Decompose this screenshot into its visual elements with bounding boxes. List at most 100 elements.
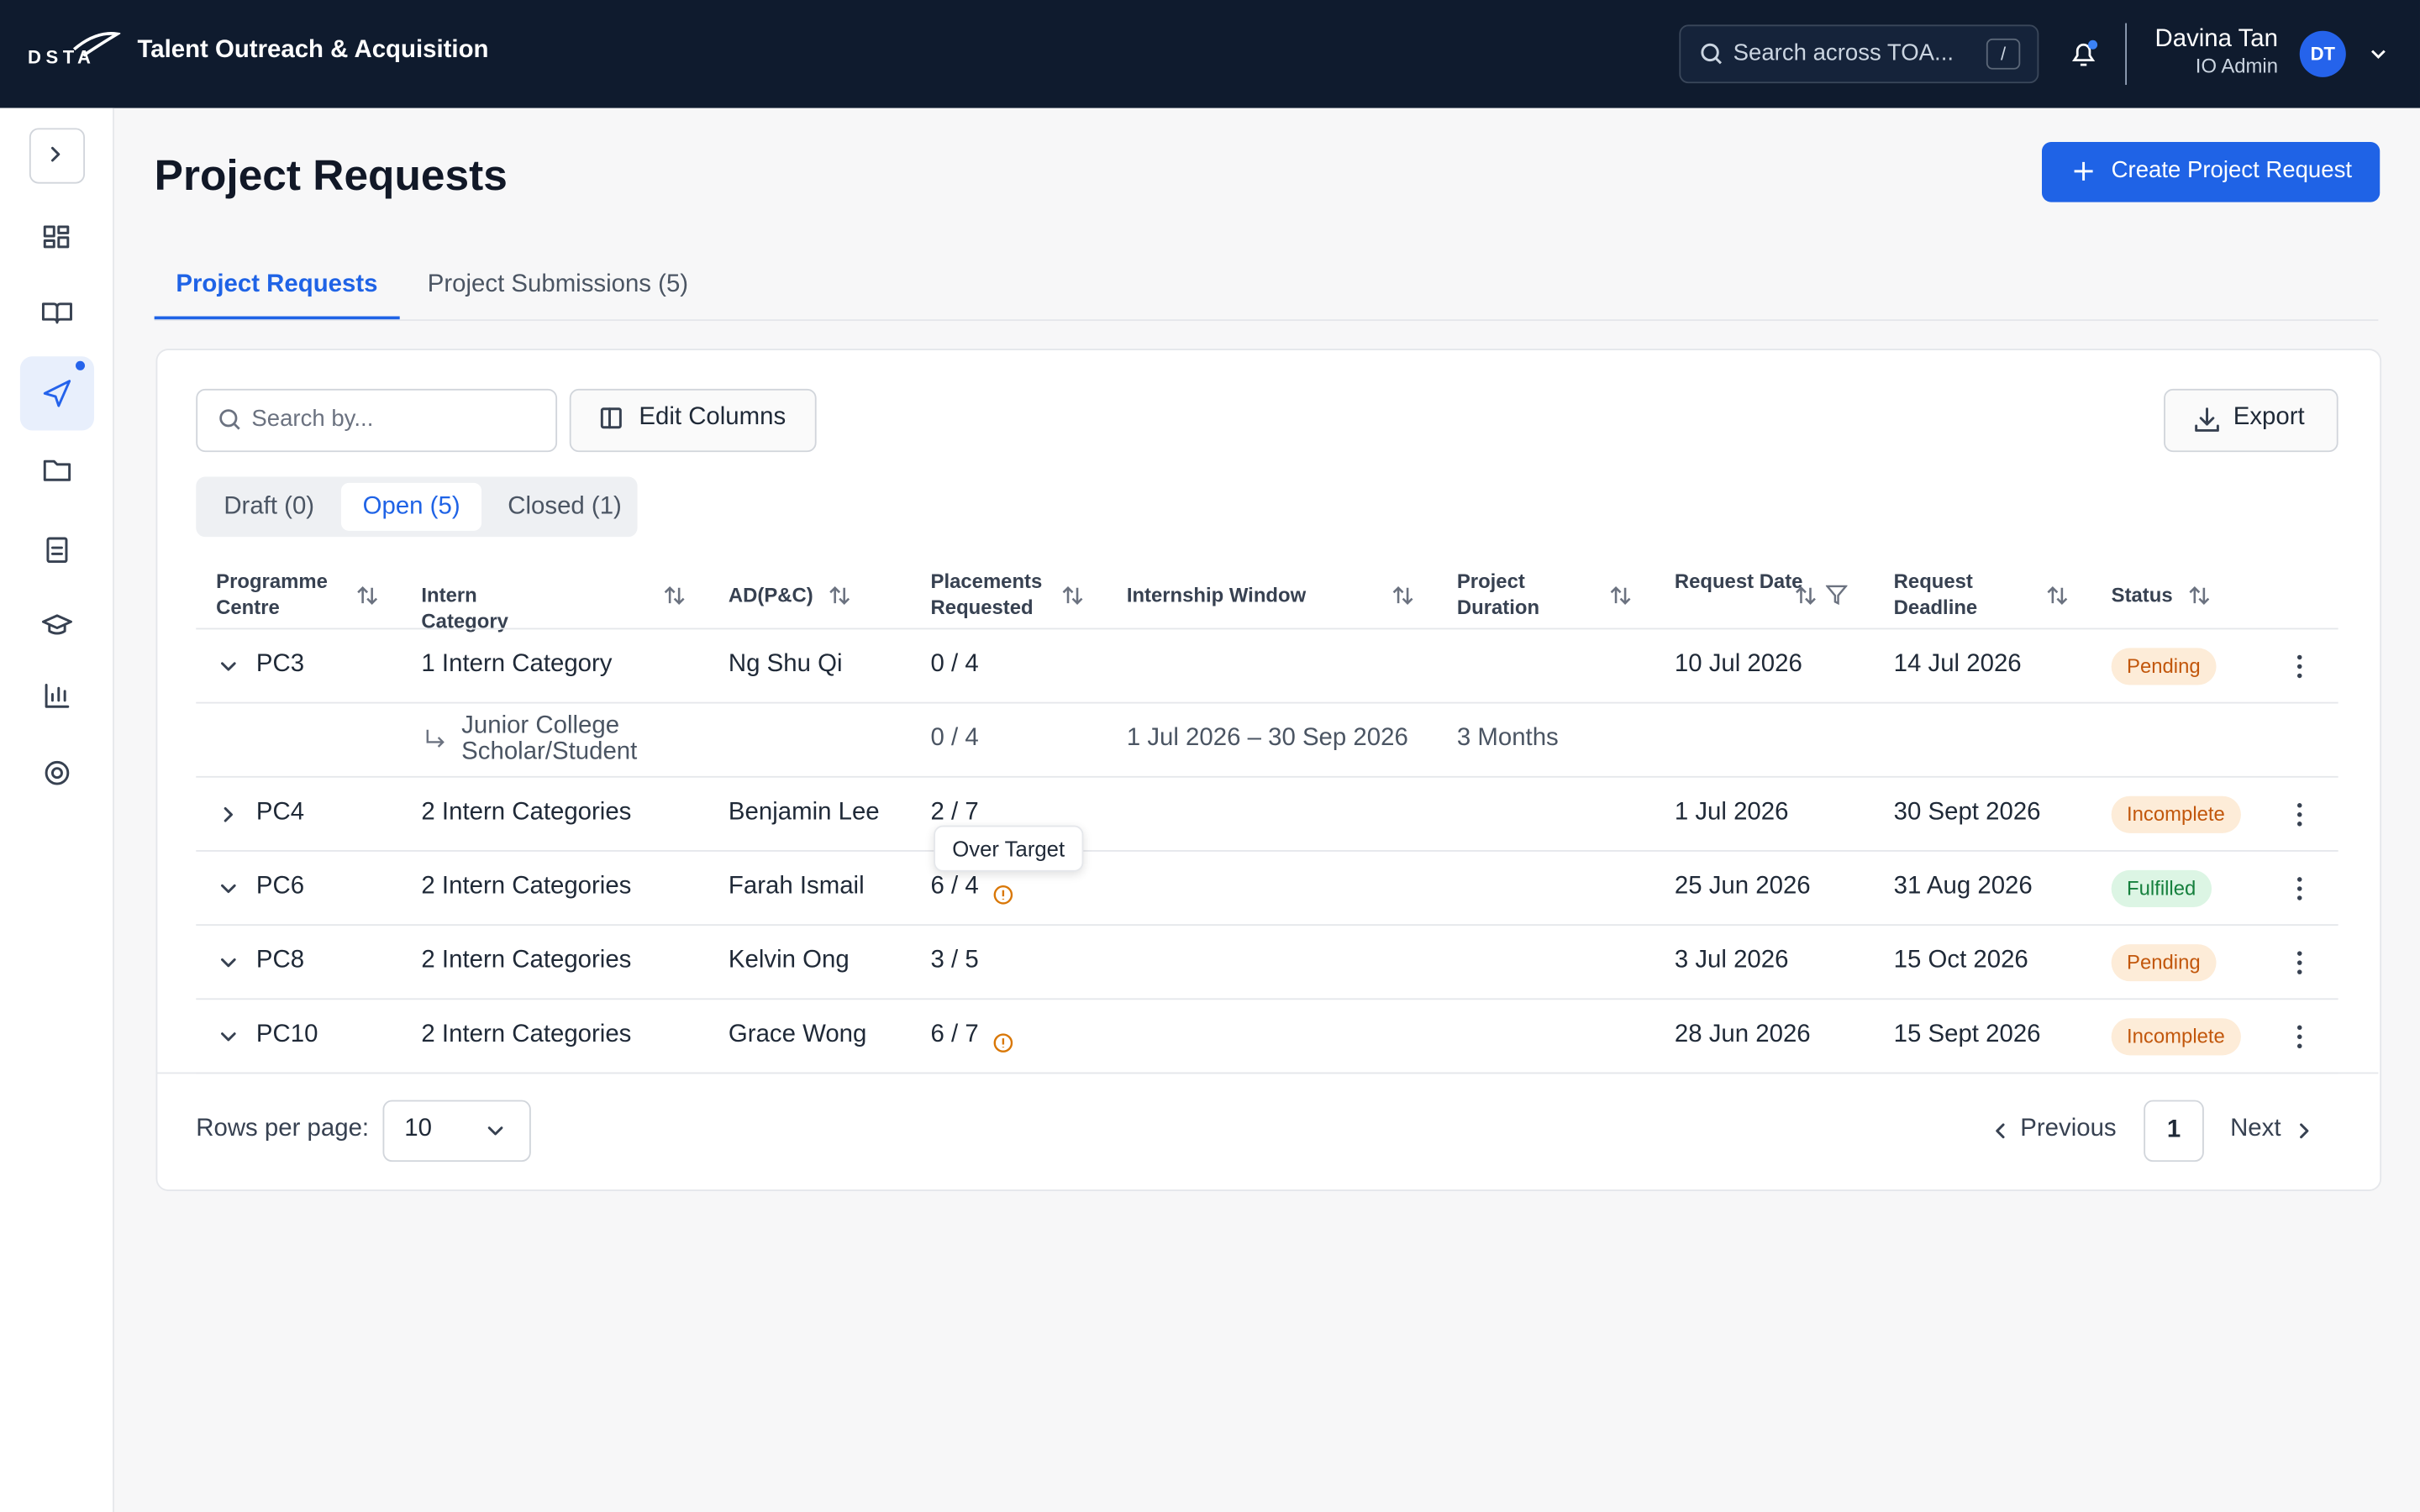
cell: 6 / 4 xyxy=(930,873,979,900)
header-rule xyxy=(196,627,2338,630)
tab[interactable]: Project Submissions (5) xyxy=(427,271,689,298)
column-header[interactable]: AD(P&C) xyxy=(728,583,813,606)
user-menu[interactable] xyxy=(2369,45,2387,63)
row-menu xyxy=(2296,654,2302,679)
cell: 15 Sept 2026 xyxy=(1893,1021,2041,1048)
sort-icon xyxy=(1392,585,1413,605)
app-title: Talent Outreach & Acquisition xyxy=(137,37,489,64)
status-badge: Pending xyxy=(2111,648,2217,685)
cell: 15 Oct 2026 xyxy=(1893,947,2028,974)
expand-chevron xyxy=(221,662,236,671)
logo: DSTA xyxy=(28,46,96,68)
column-header[interactable]: Project Duration xyxy=(1456,569,1540,619)
next-button[interactable]: Next xyxy=(2230,1115,2281,1142)
cell: 2 Intern Categories xyxy=(421,873,632,900)
cell: Benjamin Lee xyxy=(728,799,880,826)
column-header[interactable]: Internship Window xyxy=(1126,583,1307,606)
bell[interactable] xyxy=(2068,39,2099,70)
user-name: Davina Tan xyxy=(2154,26,2279,53)
cell: 6 / 7 xyxy=(930,1021,979,1048)
sort-icon xyxy=(1062,585,1083,605)
logo-mark xyxy=(72,32,121,57)
search-icon xyxy=(219,409,240,430)
export-button[interactable] xyxy=(2164,388,2338,453)
divider xyxy=(2125,23,2128,86)
rows-per-page-select[interactable] xyxy=(382,1100,531,1163)
column-header[interactable]: Request Date xyxy=(1674,569,1803,593)
cell: Farah Ismail xyxy=(728,873,865,900)
status-badge: Pending xyxy=(2111,944,2217,982)
rows-per-page-label: Rows per page: xyxy=(196,1115,370,1142)
page-button[interactable]: 1 xyxy=(2144,1100,2204,1163)
cell: 0 / 4 xyxy=(930,651,979,678)
sort-icon xyxy=(2047,585,2068,605)
expand-chevron xyxy=(221,884,236,894)
tab-rule xyxy=(154,319,2379,322)
column-header[interactable]: Intern Category xyxy=(421,583,508,633)
expand-chevron xyxy=(221,1032,236,1042)
row-menu xyxy=(2296,803,2302,827)
cell: 3 Jul 2026 xyxy=(1674,947,1789,974)
shortcut: / xyxy=(1986,38,2021,70)
cell: 30 Sept 2026 xyxy=(1893,799,2041,826)
sub-arrow xyxy=(426,729,445,748)
cell: 1 Jul 2026 – 30 Sep 2026 xyxy=(1126,725,1408,752)
column-header[interactable]: Status xyxy=(2111,583,2173,606)
cell: 0 / 4 xyxy=(930,725,979,752)
page-title: Project Requests xyxy=(154,150,508,199)
cell: 10 Jul 2026 xyxy=(1674,651,1802,678)
sort-icon xyxy=(664,585,685,605)
cell: 25 Jun 2026 xyxy=(1674,873,1811,900)
expand-chevron xyxy=(224,806,233,822)
columns-icon xyxy=(600,407,622,429)
row-rule xyxy=(196,1072,2338,1074)
column-header[interactable]: Request Deadline xyxy=(1893,569,1978,619)
expand-chevron xyxy=(221,958,236,968)
filter-chip[interactable]: Draft (0) xyxy=(224,493,315,520)
create-button-label: Create Project Request xyxy=(2111,157,2353,184)
cell: PC4 xyxy=(255,799,305,826)
table-card xyxy=(155,349,2382,1191)
global-search[interactable] xyxy=(1679,24,2039,84)
avatar[interactable]: DT xyxy=(2299,30,2346,77)
create-button[interactable] xyxy=(2041,141,2381,202)
cell: PC3 xyxy=(255,651,305,678)
cell: 2 Intern Categories xyxy=(421,1021,632,1048)
sort-icon xyxy=(829,585,850,605)
sidebar xyxy=(0,108,114,1512)
cell: PC10 xyxy=(255,1021,318,1048)
cell: 2 Intern Categories xyxy=(421,799,632,826)
filter-chip[interactable]: Closed (1) xyxy=(508,493,622,520)
sort-icon xyxy=(357,585,378,605)
sort-icon xyxy=(2189,585,2210,605)
nav-icons[interactable] xyxy=(40,222,74,793)
row-menu xyxy=(2296,877,2302,900)
column-header[interactable]: Placements Requested xyxy=(930,569,1043,619)
table-search[interactable] xyxy=(196,388,558,453)
filter-chip[interactable]: Open (5) xyxy=(340,482,482,531)
column-header[interactable]: Programme Centre xyxy=(216,569,328,619)
warning-icon xyxy=(993,1033,1013,1053)
cell: Junior College Scholar/Student xyxy=(461,712,638,766)
status-badge: Incomplete xyxy=(2111,1018,2241,1056)
previous-button[interactable]: Previous xyxy=(2020,1115,2117,1142)
cell: 28 Jun 2026 xyxy=(1674,1021,1811,1048)
search-icon xyxy=(1701,43,1722,65)
tab[interactable]: Project Requests xyxy=(176,271,378,298)
row-menu xyxy=(2296,951,2302,974)
download-icon xyxy=(2195,407,2219,432)
prev-chevron xyxy=(1996,1123,2005,1139)
search-placeholder: Search across TOA... xyxy=(1733,39,1954,66)
row-rule xyxy=(196,775,2338,778)
cell: 31 Aug 2026 xyxy=(1893,873,2033,900)
cell: 1 Intern Category xyxy=(421,651,613,678)
select-chevron xyxy=(487,1126,503,1136)
cell: Kelvin Ong xyxy=(728,947,850,974)
cell: 2 Intern Categories xyxy=(421,947,632,974)
filter-icon xyxy=(1825,585,1848,606)
toggle-icon xyxy=(50,146,60,162)
sort-icon xyxy=(1796,585,1816,605)
cell: Grace Wong xyxy=(728,1021,867,1048)
cell: PC6 xyxy=(255,873,305,900)
